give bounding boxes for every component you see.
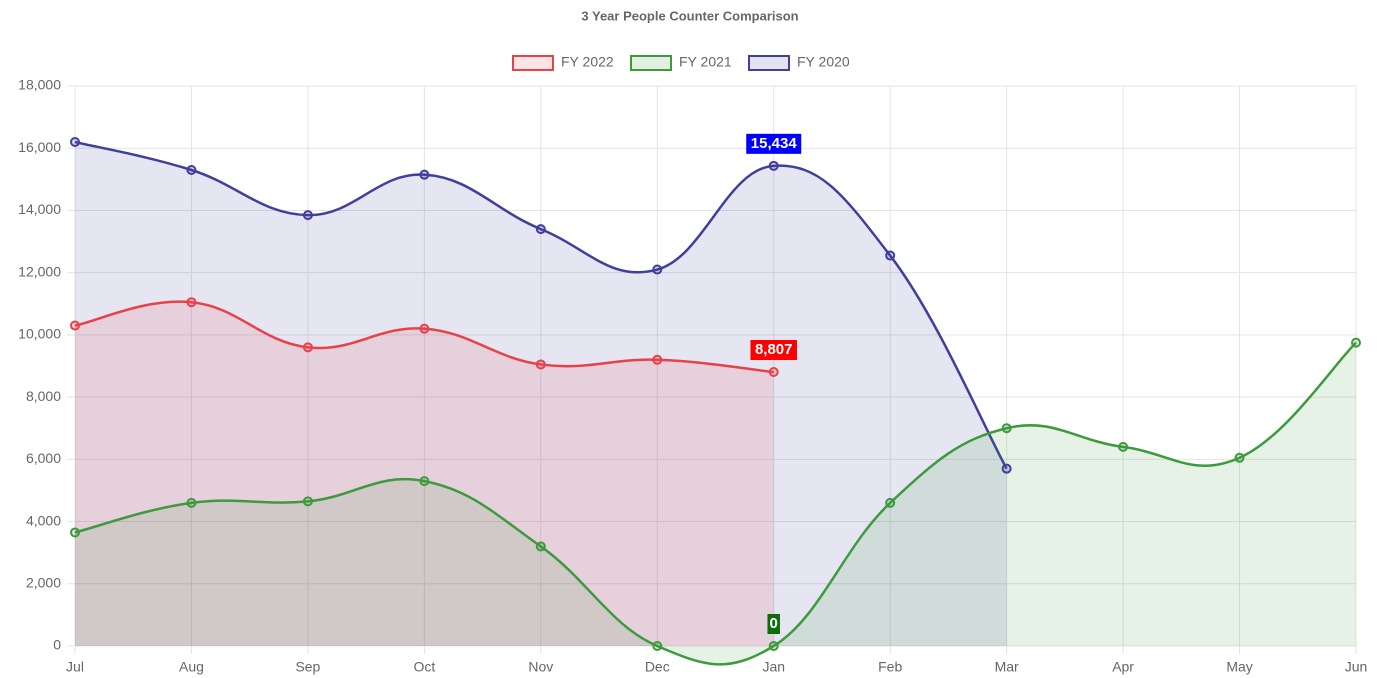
point [535, 224, 546, 235]
x-tick-label: Sep [295, 659, 320, 675]
y-tick-label: 18,000 [18, 77, 61, 93]
line [74, 140, 1008, 470]
point [768, 641, 779, 651]
point [768, 367, 779, 378]
data-label-bg [767, 614, 780, 634]
line [74, 300, 774, 374]
point [419, 476, 430, 487]
x-tick-label: Nov [528, 659, 553, 675]
legend-swatch [630, 55, 672, 71]
area [75, 342, 1356, 665]
y-tick-label: 0 [53, 637, 61, 653]
point [419, 169, 430, 180]
y-tick-label: 10,000 [18, 326, 61, 342]
point [652, 354, 663, 365]
x-tick-label: Jan [762, 659, 785, 675]
area [75, 142, 1007, 646]
y-tick-label: 4,000 [26, 512, 61, 528]
x-tick-label: Jul [66, 659, 84, 675]
point [1001, 423, 1012, 434]
point [70, 527, 80, 538]
point [1234, 452, 1245, 463]
point [302, 210, 313, 221]
point [535, 541, 546, 552]
x-tick-label: May [1226, 659, 1252, 675]
x-tick-label: Apr [1112, 659, 1134, 675]
data-label-bg [750, 340, 797, 361]
point [885, 250, 896, 261]
legend-swatch [512, 55, 554, 71]
point [70, 320, 80, 331]
x-tick-label: Aug [179, 659, 204, 675]
x-tick-label: Oct [413, 659, 435, 675]
y-tick-label: 2,000 [26, 574, 61, 590]
y-tick-label: 12,000 [18, 263, 61, 279]
data-label: 8,807 [755, 341, 793, 358]
line [74, 341, 1357, 666]
point [186, 497, 197, 508]
legend-swatch [748, 55, 790, 71]
point [1351, 337, 1361, 348]
data-label: 15,434 [751, 135, 798, 152]
y-tick-label: 16,000 [18, 139, 61, 155]
legend-label: FY 2020 [797, 54, 850, 70]
point [302, 342, 313, 353]
chart-title: 3 Year People Counter Comparison [581, 8, 798, 23]
point [186, 165, 197, 175]
y-tick-label: 14,000 [18, 201, 61, 217]
point [535, 359, 546, 370]
legend-label: FY 2021 [679, 54, 732, 70]
legend: FY 2022 FY 2021 FY 2020 [512, 54, 850, 71]
data-label-bg [746, 133, 802, 154]
data-label: 0 [770, 615, 778, 632]
y-tick-label: 6,000 [26, 450, 61, 466]
x-tick-label: Feb [878, 659, 902, 675]
x-tick-label: Dec [645, 659, 670, 675]
point [419, 323, 430, 334]
y-tick-label: 8,000 [26, 388, 61, 404]
point [302, 496, 313, 507]
point [1001, 463, 1012, 474]
point [70, 137, 80, 147]
point [652, 641, 663, 651]
x-tick-label: Jun [1345, 659, 1368, 675]
area [75, 301, 774, 646]
point [1118, 441, 1129, 452]
point [885, 497, 896, 508]
point [768, 160, 779, 171]
point [186, 297, 197, 308]
x-tick-label: Mar [995, 659, 1019, 675]
point [652, 264, 663, 275]
legend-label: FY 2022 [561, 54, 614, 70]
